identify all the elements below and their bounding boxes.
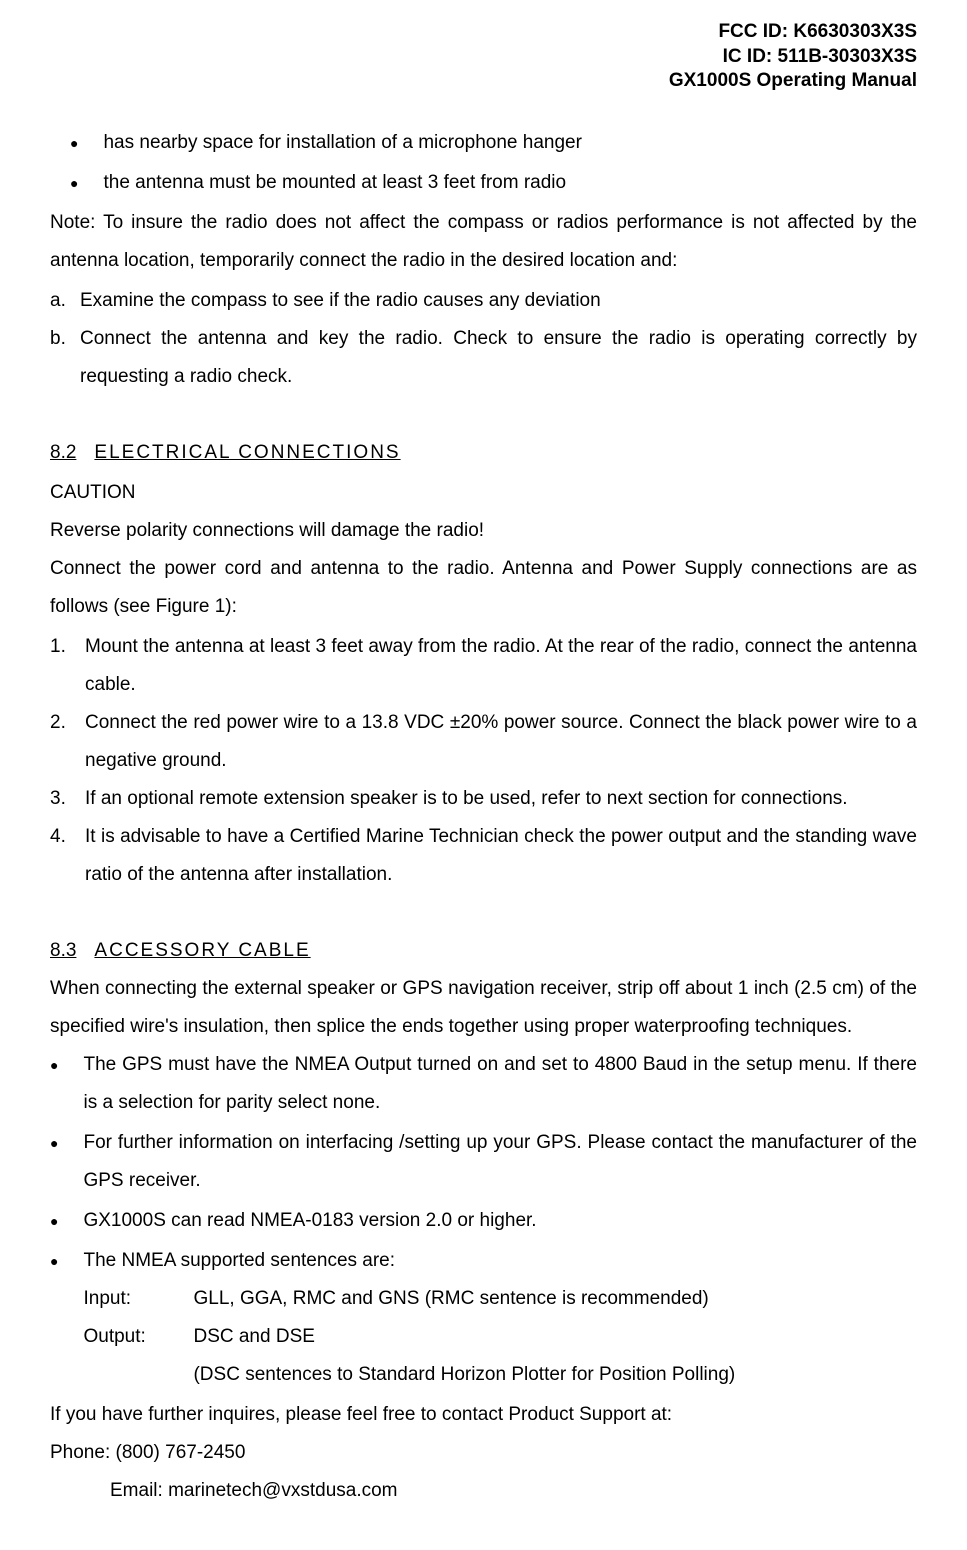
numbered-text: Mount the antenna at least 3 feet away f… [85,628,917,704]
nmea-heading: The NMEA supported sentences are: [83,1242,917,1280]
nmea-blank-label [83,1356,193,1394]
section-8-2-heading: 8.2 ELECTRICAL CONNECTIONS [50,434,917,472]
nmea-output-row: Output: DSC and DSE [83,1318,917,1356]
section-8-3-heading: 8.3 ACCESSORY CABLE [50,932,917,970]
nmea-input-label: Input: [83,1280,193,1318]
numbered-text: If an optional remote extension speaker … [85,780,917,818]
bullet-item: ● The GPS must have the NMEA Output turn… [50,1046,917,1122]
nmea-input-row: Input: GLL, GGA, RMC and GNS (RMC senten… [83,1280,917,1318]
closing-line: If you have further inquires, please fee… [50,1396,917,1434]
numbered-marker: 4. [50,818,85,856]
bullet-text-nmea: The NMEA supported sentences are: Input:… [83,1242,917,1394]
nmea-output-label: Output: [83,1318,193,1356]
phone-line: Phone: (800) 767-2450 [50,1434,917,1472]
lettered-marker: a. [50,282,80,320]
page-header: FCC ID: K6630303X3S IC ID: 511B-30303X3S… [50,20,917,94]
section-number: 8.3 [50,940,76,961]
numbered-item: 4. It is advisable to have a Certified M… [50,818,917,894]
section-title: ACCESSORY CABLE [94,940,310,961]
numbered-item: 3. If an optional remote extension speak… [50,780,917,818]
section-number: 8.2 [50,442,76,463]
bullet-text: GX1000S can read NMEA-0183 version 2.0 o… [83,1202,917,1240]
fcc-id: FCC ID: K6630303X3S [50,20,917,45]
section-8-3-intro: When connecting the external speaker or … [50,970,917,1046]
bullet-text: The GPS must have the NMEA Output turned… [83,1046,917,1122]
caution-label: CAUTION [50,474,917,512]
bullet-icon: ● [70,169,78,197]
nmea-input-text: GLL, GGA, RMC and GNS (RMC sentence is r… [193,1280,917,1318]
ic-id: IC ID: 511B-30303X3S [50,45,917,70]
nmea-output-note: (DSC sentences to Standard Horizon Plott… [193,1356,917,1394]
bullet-item: ● the antenna must be mounted at least 3… [70,164,917,202]
bullet-text: the antenna must be mounted at least 3 f… [103,164,917,202]
bullet-icon: ● [50,1051,58,1079]
bullet-text: has nearby space for installation of a m… [103,124,917,162]
lettered-list: a. Examine the compass to see if the rad… [50,282,917,396]
section-8-3-bullets: ● The GPS must have the NMEA Output turn… [50,1046,917,1394]
numbered-item: 1. Mount the antenna at least 3 feet awa… [50,628,917,704]
numbered-marker: 3. [50,780,85,818]
bullet-icon: ● [70,129,78,157]
nmea-output-text: DSC and DSE [193,1318,917,1356]
lettered-text: Examine the compass to see if the radio … [80,282,917,320]
lettered-item: b. Connect the antenna and key the radio… [50,320,917,396]
bullet-item: ● has nearby space for installation of a… [70,124,917,162]
section-8-2-intro: Connect the power cord and antenna to th… [50,550,917,626]
email-line: Email: marinetech@vxstdusa.com [110,1472,917,1510]
manual-title: GX1000S Operating Manual [50,69,917,94]
bullet-text: For further information on interfacing /… [83,1124,917,1200]
nmea-output-note-row: (DSC sentences to Standard Horizon Plott… [83,1356,917,1394]
bullet-item: ● The NMEA supported sentences are: Inpu… [50,1242,917,1394]
numbered-marker: 1. [50,628,85,666]
lettered-item: a. Examine the compass to see if the rad… [50,282,917,320]
numbered-list-8-2: 1. Mount the antenna at least 3 feet awa… [50,628,917,894]
lettered-text: Connect the antenna and key the radio. C… [80,320,917,396]
bullet-item: ● GX1000S can read NMEA-0183 version 2.0… [50,1202,917,1240]
numbered-item: 2. Connect the red power wire to a 13.8 … [50,704,917,780]
bullet-icon: ● [50,1247,58,1275]
numbered-text: Connect the red power wire to a 13.8 VDC… [85,704,917,780]
bullet-icon: ● [50,1207,58,1235]
lettered-marker: b. [50,320,80,358]
bullet-icon: ● [50,1129,58,1157]
caution-warning: Reverse polarity connections will damage… [50,512,917,550]
section-title: ELECTRICAL CONNECTIONS [94,442,400,463]
numbered-marker: 2. [50,704,85,742]
numbered-text: It is advisable to have a Certified Mari… [85,818,917,894]
note-paragraph: Note: To insure the radio does not affec… [50,204,917,280]
top-bullets: ● has nearby space for installation of a… [70,124,917,202]
bullet-item: ● For further information on interfacing… [50,1124,917,1200]
